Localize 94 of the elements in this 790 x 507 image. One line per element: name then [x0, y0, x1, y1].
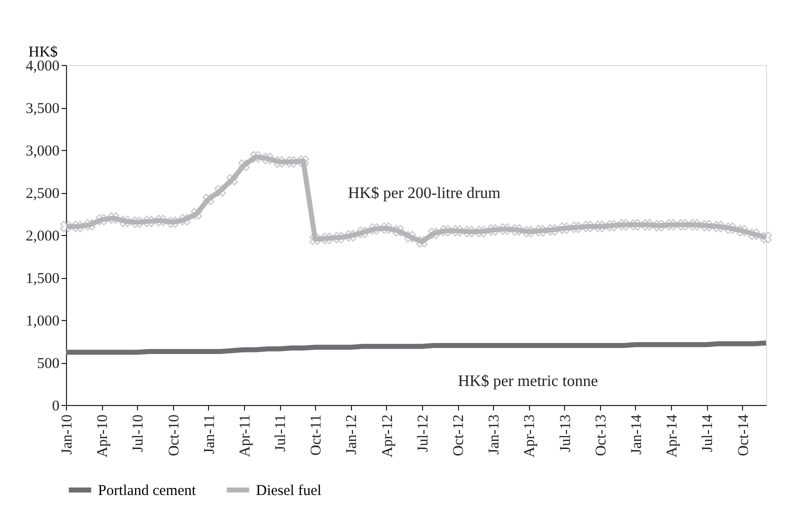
annotation: HK$ per metric tonne [458, 373, 598, 390]
point [428, 228, 440, 240]
point [522, 226, 535, 238]
x-tick-label: Oct-10 [166, 414, 182, 456]
point [120, 216, 132, 228]
x-tick-label: Apr-10 [95, 414, 112, 458]
point [700, 220, 712, 232]
point [297, 155, 310, 167]
point [131, 216, 143, 228]
point [286, 156, 298, 168]
point [356, 226, 368, 238]
x-tick-label: Apr-13 [522, 414, 538, 458]
x-tick-label: Jul-14 [700, 414, 716, 452]
point [250, 151, 262, 163]
point [736, 224, 748, 237]
y-tick-label: 2,500 [26, 186, 60, 202]
point [392, 224, 404, 237]
point [214, 185, 226, 197]
point [166, 216, 179, 228]
point [630, 219, 642, 231]
y-tick-label: 2,000 [26, 228, 60, 244]
x-tick-label: Jan-14 [628, 414, 645, 454]
point [108, 212, 120, 224]
point [368, 223, 380, 235]
x-tick-label: Jan-12 [344, 414, 360, 454]
point [546, 224, 558, 236]
point [606, 220, 618, 232]
point [712, 220, 724, 232]
x-tick-label: Oct-11 [308, 414, 325, 456]
annotation: HK$ per 200-litre drum [348, 185, 501, 202]
point [274, 156, 286, 168]
point [499, 223, 511, 235]
point [96, 214, 108, 226]
point [226, 174, 238, 186]
point [309, 233, 321, 246]
point [475, 226, 488, 238]
x-tick-label: Jul-11 [273, 414, 290, 452]
point [60, 220, 72, 232]
point [238, 160, 250, 172]
x-tick-label: Oct-14 [736, 414, 752, 456]
point [380, 222, 392, 234]
x-tick-label: Jan-13 [486, 414, 503, 454]
point [689, 219, 701, 231]
point [558, 222, 570, 234]
x-tick-label: Oct-12 [451, 414, 468, 456]
point [84, 219, 96, 231]
x-tick-label: Apr-14 [664, 414, 681, 458]
legend-label: Diesel fuel [256, 483, 322, 499]
point [344, 230, 357, 242]
point [653, 220, 666, 232]
point [333, 232, 345, 244]
point [190, 208, 202, 220]
y-tick-label: 3,500 [26, 101, 60, 117]
y-axis-title: HK$ [28, 44, 58, 60]
point [440, 224, 452, 237]
point [262, 152, 274, 164]
point [570, 222, 582, 234]
y-tick-label: 0 [52, 398, 60, 414]
point [677, 219, 689, 231]
point [72, 220, 84, 232]
y-tick-label: 1,000 [26, 314, 60, 330]
point [452, 224, 464, 237]
point [404, 230, 416, 242]
point [594, 220, 606, 232]
point [416, 236, 428, 248]
point [582, 220, 594, 232]
x-tick-label: Jan-10 [60, 414, 76, 454]
x-tick-label: Jul-10 [130, 414, 147, 452]
point [724, 222, 736, 234]
x-tick-label: Jul-12 [415, 414, 432, 452]
x-tick-label: Apr-12 [380, 414, 396, 458]
y-tick-label: 4,000 [26, 58, 60, 74]
y-tick-label: 3,000 [26, 144, 60, 160]
point [487, 224, 499, 236]
point [202, 194, 214, 206]
point [642, 219, 654, 231]
point [464, 226, 476, 238]
y-tick-label: 500 [37, 356, 60, 372]
point [178, 214, 190, 226]
point [760, 232, 772, 244]
y-tick-label: 1,500 [26, 271, 60, 287]
point [321, 232, 333, 244]
legend-label: Portland cement [98, 483, 197, 499]
point [143, 216, 155, 228]
point [748, 228, 760, 240]
point [155, 214, 167, 226]
x-tick-label: Oct-13 [593, 414, 610, 456]
point [534, 224, 546, 237]
point [665, 219, 677, 231]
x-tick-label: Jul-13 [558, 414, 574, 452]
point [511, 224, 523, 236]
x-tick-label: Jan-11 [202, 414, 218, 454]
x-tick-label: Apr-11 [237, 414, 254, 457]
point [618, 219, 630, 231]
